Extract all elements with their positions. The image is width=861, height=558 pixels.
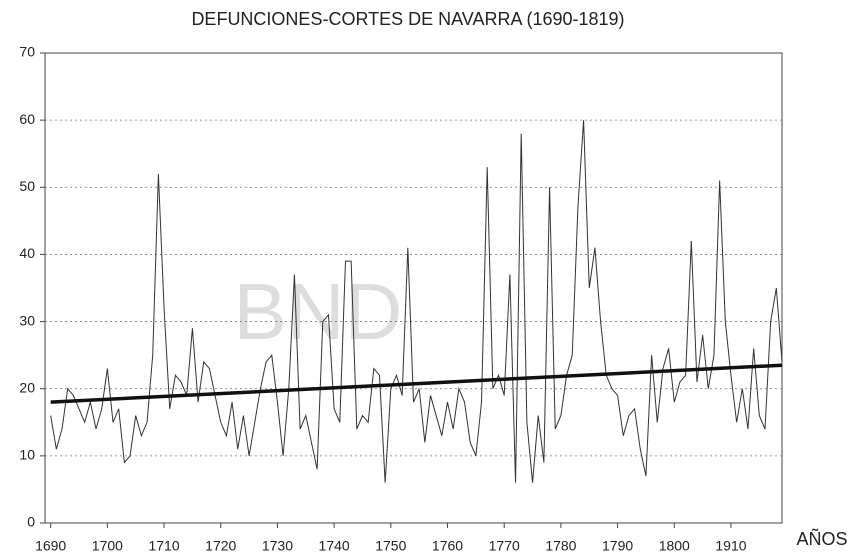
x-tick-label: 1760 [432, 538, 463, 554]
x-tick-label: 1910 [715, 538, 746, 554]
x-tick-label: 1780 [545, 538, 576, 554]
x-tick-label: 1740 [319, 538, 350, 554]
x-tick-label: 1770 [489, 538, 520, 554]
trend-line [50, 363, 783, 404]
x-tick-label: 1710 [148, 538, 179, 554]
y-tick-label: 70 [19, 44, 35, 60]
y-tick-label: 40 [19, 245, 35, 261]
x-tick-label: 1790 [602, 538, 633, 554]
plot-frame [44, 52, 783, 524]
y-tick-label: 10 [19, 447, 35, 463]
x-tick-label: 1700 [92, 538, 123, 554]
data-line [50, 120, 783, 483]
x-axis-label: AÑOS [796, 528, 847, 549]
x-tick-label: 1730 [262, 538, 293, 554]
y-tick-label: 20 [19, 379, 35, 395]
x-tick-label: 1750 [375, 538, 406, 554]
x-tick-label: 1720 [205, 538, 236, 554]
x-tick-label: 1690 [35, 538, 66, 554]
y-tick-label: 50 [19, 178, 35, 194]
y-tick-label: 0 [27, 514, 35, 530]
chart-title: DEFUNCIONES-CORTES DE NAVARRA (1690-1819… [191, 9, 624, 29]
y-tick-label: 30 [19, 312, 35, 328]
watermark: BND [234, 267, 403, 356]
y-tick-label: 60 [19, 111, 35, 127]
x-tick-label: 1800 [659, 538, 690, 554]
